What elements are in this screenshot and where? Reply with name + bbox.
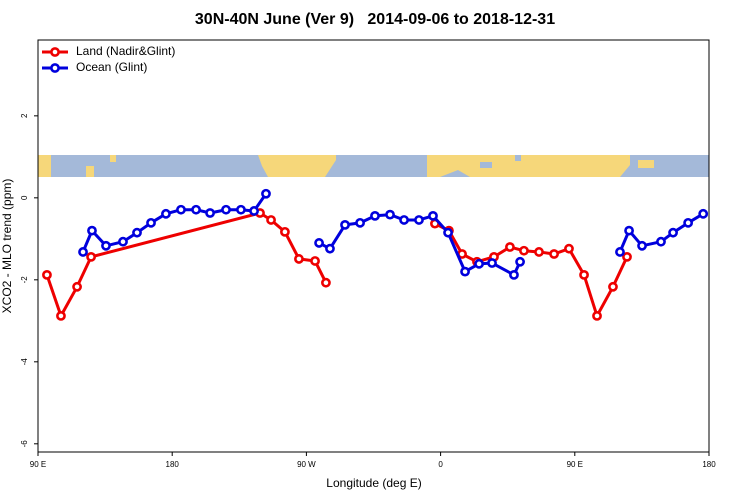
data-point — [355, 217, 365, 228]
data-point — [42, 270, 52, 280]
data-point — [221, 204, 231, 215]
data-point — [118, 236, 128, 247]
data-point — [146, 217, 156, 228]
data-point — [698, 208, 709, 219]
data-point — [321, 277, 331, 288]
x-tick-label: 90 E — [567, 460, 583, 469]
x-axis-label: Longitude (deg E) — [326, 476, 421, 490]
data-point — [474, 258, 484, 269]
series-line — [45, 211, 629, 318]
data-point — [656, 236, 666, 247]
data-point — [261, 188, 271, 199]
data-point — [615, 247, 625, 257]
data-point — [325, 243, 335, 254]
data-point — [340, 219, 350, 230]
data-point — [487, 258, 497, 268]
legend-marker — [50, 63, 60, 73]
x-tick-label: 0 — [438, 460, 443, 469]
data-point — [592, 310, 602, 321]
data-point — [637, 240, 647, 251]
data-point — [191, 204, 201, 215]
y-axis-label: XCO2 - MLO trend (ppm) — [0, 179, 14, 314]
data-point — [132, 227, 142, 238]
y-tick-label: 2 — [20, 113, 29, 118]
data-point — [72, 281, 82, 292]
data-point — [460, 266, 470, 277]
data-point — [683, 217, 694, 228]
x-tick-label: 180 — [702, 460, 716, 469]
data-point — [385, 209, 395, 220]
data-point — [443, 227, 453, 238]
data-point — [280, 226, 290, 237]
data-point — [399, 215, 409, 225]
data-point — [515, 256, 525, 267]
plot-frame — [37, 39, 710, 453]
data-point — [205, 208, 215, 218]
data-point — [414, 215, 424, 225]
data-point — [310, 256, 320, 266]
data-point — [668, 227, 678, 238]
y-tick-label: 0 — [20, 195, 29, 200]
data-point — [624, 225, 634, 236]
x-tick-label: 90 E — [30, 460, 46, 469]
legend-label: Land (Nadir&Glint) — [76, 44, 175, 58]
data-point — [236, 204, 246, 215]
data-point — [549, 249, 559, 259]
data-point — [622, 251, 632, 262]
legend-marker — [50, 47, 60, 57]
chart-title: 30N-40N June (Ver 9) 2014-09-06 to 2018-… — [195, 11, 555, 28]
data-point — [161, 208, 171, 219]
data-point — [176, 204, 186, 215]
data-point — [266, 215, 276, 225]
data-point — [78, 247, 88, 257]
data-point — [249, 206, 259, 216]
x-tick-label: 90 W — [297, 460, 316, 469]
data-point — [370, 210, 380, 221]
data-point — [294, 254, 304, 264]
data-point — [314, 238, 324, 248]
data-point — [505, 242, 515, 252]
data-point — [534, 247, 544, 257]
legend-label: Ocean (Glint) — [76, 60, 147, 74]
map-strip — [38, 155, 709, 177]
data-point — [564, 243, 574, 254]
data-point — [56, 310, 66, 321]
y-tick-label: -6 — [20, 440, 29, 448]
data-point — [579, 270, 589, 280]
data-point — [608, 281, 618, 292]
y-tick-label: -4 — [20, 358, 29, 366]
data-point — [86, 251, 96, 262]
data-point — [428, 210, 438, 221]
x-tick-label: 180 — [166, 460, 180, 469]
data-point — [519, 245, 529, 256]
data-point — [509, 270, 519, 280]
data-point — [87, 225, 97, 236]
y-tick-label: -2 — [20, 276, 29, 284]
data-point — [101, 240, 111, 251]
